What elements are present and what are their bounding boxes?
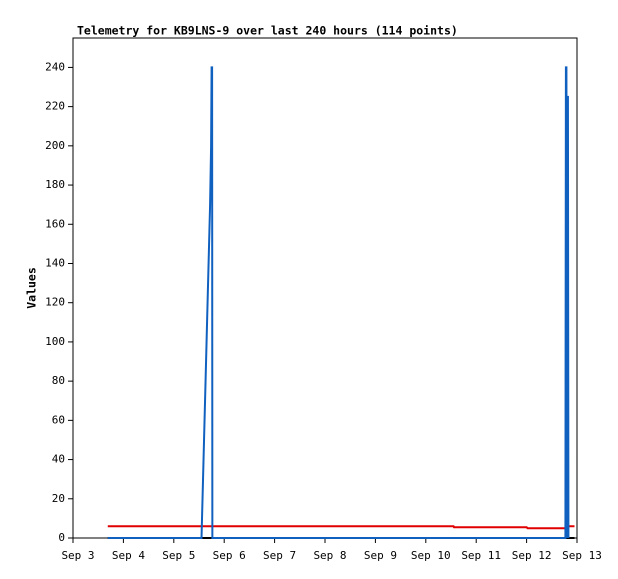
- y-tick-label: 60: [52, 413, 65, 426]
- x-tick-label: Sep 12: [512, 549, 552, 562]
- y-tick-label: 160: [45, 217, 65, 230]
- y-tick-label: 100: [45, 335, 65, 348]
- y-tick-label: 40: [52, 453, 65, 466]
- y-tick-label: 180: [45, 178, 65, 191]
- x-tick-label: Sep 8: [313, 549, 346, 562]
- y-tick-label: 20: [52, 492, 65, 505]
- x-tick-label: Sep 4: [112, 549, 145, 562]
- x-tick-label: Sep 10: [411, 549, 451, 562]
- y-axis-label: Values: [25, 267, 39, 309]
- x-tick-label: Sep 9: [364, 549, 397, 562]
- plot-frame: [72, 37, 578, 539]
- y-tick-label: 220: [45, 100, 65, 113]
- x-tick-label: Sep 7: [263, 549, 296, 562]
- series-line: [107, 525, 575, 530]
- y-tick-label: 140: [45, 256, 65, 269]
- y-tick-label: 200: [45, 139, 65, 152]
- x-tick-label: Sep 3: [61, 549, 94, 562]
- y-tick-label: 120: [45, 296, 65, 309]
- y-tick-label: 80: [52, 374, 65, 387]
- y-tick-label: 240: [45, 60, 65, 73]
- chart-title: Telemetry for KB9LNS-9 over last 240 hou…: [77, 24, 458, 38]
- x-tick-label: Sep 11: [461, 549, 501, 562]
- y-tick-label: 0: [58, 531, 65, 544]
- series-line: [107, 66, 570, 539]
- x-tick-label: Sep 13: [562, 549, 602, 562]
- x-tick-label: Sep 5: [162, 549, 195, 562]
- x-tick-label: Sep 6: [213, 549, 246, 562]
